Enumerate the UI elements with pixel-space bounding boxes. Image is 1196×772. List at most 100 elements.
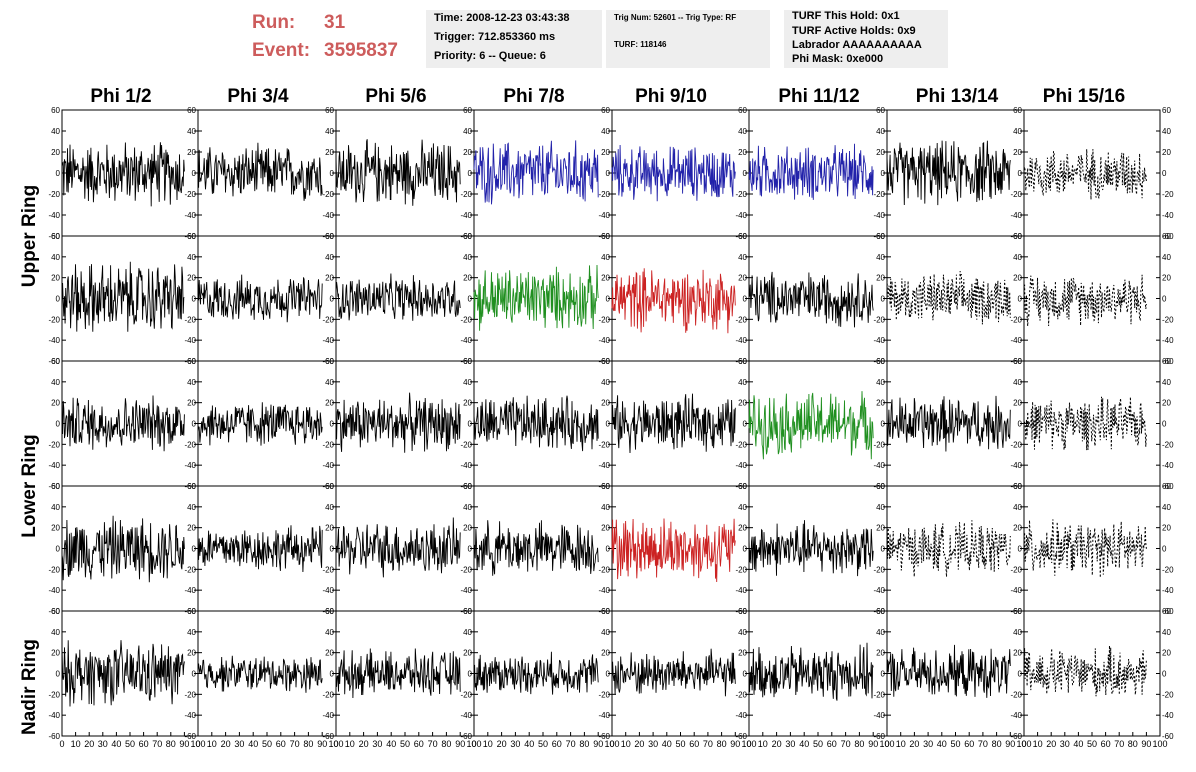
y-tick-label: 60 <box>187 482 196 491</box>
y-tick-label: -20 <box>48 190 60 199</box>
y-tick-label: -20 <box>460 565 472 574</box>
x-tick-label: 20 <box>909 739 919 749</box>
y-tick-label: 60 <box>1013 232 1022 241</box>
y-tick-label: 20 <box>187 649 196 658</box>
y-tick-label: 40 <box>51 253 60 262</box>
x-tick-label: 90 <box>1141 739 1151 749</box>
y-tick-label: 60 <box>463 607 472 616</box>
y-tick-label: -20 <box>1010 565 1022 574</box>
y-tick-label: 20 <box>876 649 885 658</box>
y-tick-label: -20 <box>460 190 472 199</box>
y-tick-label: 40 <box>738 127 747 136</box>
y-tick-label: -40 <box>1010 336 1022 345</box>
y-tick-label: 0 <box>1018 295 1023 304</box>
waveform-trace <box>1023 274 1147 327</box>
x-tick-label: 20 <box>359 739 369 749</box>
y-tick-label: -40 <box>460 461 472 470</box>
y-tick-label: 0 <box>1162 420 1167 429</box>
waveform-trace <box>197 525 323 573</box>
y-tick-label: 60 <box>51 232 60 241</box>
y-tick-label: 40 <box>1162 628 1171 637</box>
y-tick-label: 0 <box>743 670 748 679</box>
y-tick-label: 20 <box>738 524 747 533</box>
x-tick-label: 20 <box>1046 739 1056 749</box>
x-tick-label: 10 <box>896 739 906 749</box>
y-tick-label: -60 <box>598 732 610 741</box>
y-tick-label: 0 <box>881 295 886 304</box>
y-tick-label: -60 <box>1162 357 1174 366</box>
y-tick-label: -40 <box>1162 211 1174 220</box>
waveform-trace <box>473 264 599 331</box>
y-tick-label: 20 <box>601 148 610 157</box>
y-tick-label: -60 <box>1162 232 1174 241</box>
x-tick-label: 20 <box>84 739 94 749</box>
labrador-text: Labrador AAAAAAAAAA <box>792 39 922 51</box>
x-tick-label: 10 <box>207 739 217 749</box>
trigger-text: Trigger: 712.853360 ms <box>434 31 556 43</box>
y-tick-label: 60 <box>601 106 610 115</box>
time-info-box: Time: 2008-12-23 03:43:38 Trigger: 712.8… <box>426 10 602 68</box>
y-tick-label: -20 <box>1010 190 1022 199</box>
y-tick-label: -20 <box>460 440 472 449</box>
y-tick-label: 20 <box>51 524 60 533</box>
y-tick-label: -40 <box>322 711 334 720</box>
x-tick-label: 60 <box>276 739 286 749</box>
y-tick-label: 20 <box>601 399 610 408</box>
x-tick-label: 80 <box>303 739 313 749</box>
x-tick-label: 40 <box>937 739 947 749</box>
column-title-phi-5-6: Phi 5/6 <box>365 86 427 107</box>
y-tick-label: 40 <box>325 503 334 512</box>
y-tick-label: 0 <box>56 545 61 554</box>
y-tick-label: 20 <box>187 524 196 533</box>
y-tick-label: 60 <box>876 232 885 241</box>
y-tick-label: -60 <box>48 732 60 741</box>
y-tick-label: 60 <box>463 106 472 115</box>
waveform-trace <box>748 520 874 577</box>
y-tick-label: -60 <box>184 732 196 741</box>
y-tick-label: -40 <box>873 211 885 220</box>
column-title-phi-7-8: Phi 7/8 <box>503 86 565 107</box>
y-tick-label: -20 <box>873 565 885 574</box>
x-tick-label: 60 <box>689 739 699 749</box>
y-tick-label: 60 <box>51 607 60 616</box>
y-tick-label: -20 <box>460 690 472 699</box>
y-tick-label: -40 <box>1010 711 1022 720</box>
y-tick-label: -20 <box>598 690 610 699</box>
waveform-trace <box>197 274 323 323</box>
y-tick-label: -20 <box>322 440 334 449</box>
waveform-trace <box>61 515 185 583</box>
y-tick-label: -40 <box>460 586 472 595</box>
x-tick-label: 20 <box>497 739 507 749</box>
y-tick-label: 60 <box>1162 357 1171 366</box>
y-tick-label: 20 <box>876 274 885 283</box>
y-tick-label: 20 <box>51 399 60 408</box>
y-tick-label: 40 <box>325 378 334 387</box>
x-tick-label: 10 <box>71 739 81 749</box>
x-tick-label: 10 <box>483 739 493 749</box>
y-tick-label: 40 <box>1013 378 1022 387</box>
y-tick-label: -20 <box>184 315 196 324</box>
y-tick-label: 40 <box>187 127 196 136</box>
y-tick-label: -20 <box>322 690 334 699</box>
y-tick-label: -40 <box>598 211 610 220</box>
x-tick-label: 10 <box>1033 739 1043 749</box>
waveform-trace <box>61 142 185 207</box>
y-tick-label: -40 <box>873 461 885 470</box>
x-tick-label: 0 <box>1021 739 1026 749</box>
y-tick-label: 60 <box>738 357 747 366</box>
y-tick-label: 20 <box>187 274 196 283</box>
y-tick-label: -20 <box>1162 690 1174 699</box>
y-tick-label: 20 <box>1162 274 1171 283</box>
y-tick-label: 40 <box>876 628 885 637</box>
y-tick-label: -40 <box>1010 586 1022 595</box>
x-tick-label: 0 <box>884 739 889 749</box>
y-tick-label: 20 <box>1013 524 1022 533</box>
y-tick-label: 40 <box>325 253 334 262</box>
y-tick-label: -40 <box>184 461 196 470</box>
y-tick-label: 40 <box>876 253 885 262</box>
waveform-trace <box>197 655 323 693</box>
y-tick-label: 40 <box>876 378 885 387</box>
x-tick-label: 10 <box>758 739 768 749</box>
y-tick-label: -40 <box>735 586 747 595</box>
